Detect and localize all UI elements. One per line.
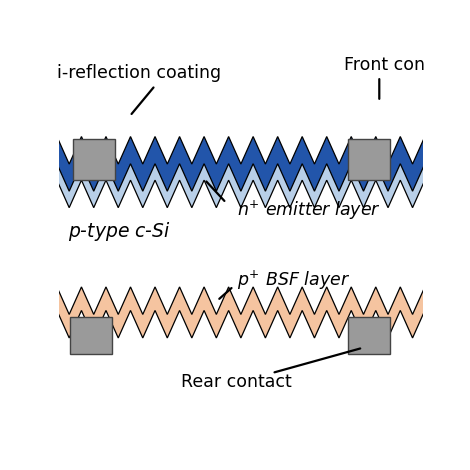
Bar [70,317,111,353]
Text: Front con: Front con [344,56,425,74]
Polygon shape [57,157,425,208]
Text: $p$-type $c$-Si: $p$-type $c$-Si [68,220,171,243]
Bar [73,139,115,180]
Text: $p^{+}$ BSF layer: $p^{+}$ BSF layer [237,269,350,292]
Bar [348,139,390,180]
Text: i-reflection coating: i-reflection coating [57,64,221,82]
Text: $n^{\mathsf{+}}$ emitter layer: $n^{\mathsf{+}}$ emitter layer [237,198,381,222]
Polygon shape [57,137,425,191]
Bar [348,317,390,353]
Text: Rear contact: Rear contact [181,373,291,391]
Polygon shape [57,287,425,338]
